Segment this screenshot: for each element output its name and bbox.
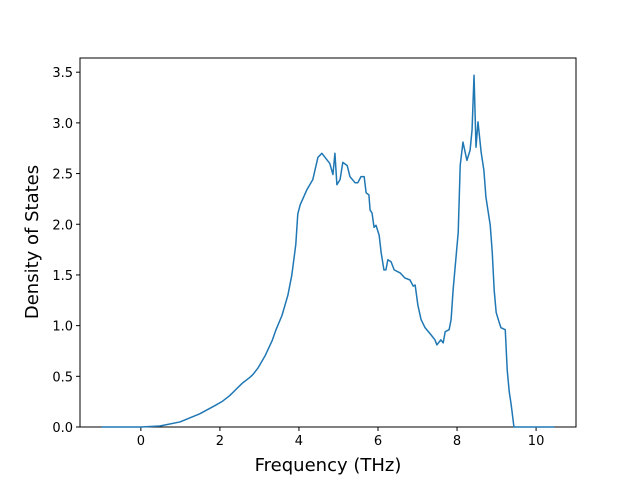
y-tick-label: 0.0 bbox=[52, 421, 73, 436]
x-tick-label: 8 bbox=[453, 434, 461, 449]
y-tick-label: 3.5 bbox=[52, 66, 73, 81]
y-tick-label: 2.5 bbox=[52, 168, 73, 183]
x-tick-label: 2 bbox=[216, 434, 224, 449]
x-tick-label: 4 bbox=[295, 434, 303, 449]
y-axis-label: Density of States bbox=[22, 165, 43, 319]
y-tick-label: 2.0 bbox=[52, 218, 73, 233]
data-line bbox=[101, 74, 555, 428]
plot-frame bbox=[79, 57, 577, 428]
y-tick-label: 1.5 bbox=[52, 269, 73, 284]
x-tick-label: 6 bbox=[374, 434, 382, 449]
x-tick-label: 10 bbox=[528, 434, 545, 449]
x-axis-label: Frequency (THz) bbox=[255, 455, 402, 476]
y-tick-label: 3.0 bbox=[52, 117, 73, 132]
y-tick-label: 0.5 bbox=[52, 370, 73, 385]
x-tick-label: 0 bbox=[137, 434, 145, 449]
y-tick-label: 1.0 bbox=[52, 320, 73, 335]
